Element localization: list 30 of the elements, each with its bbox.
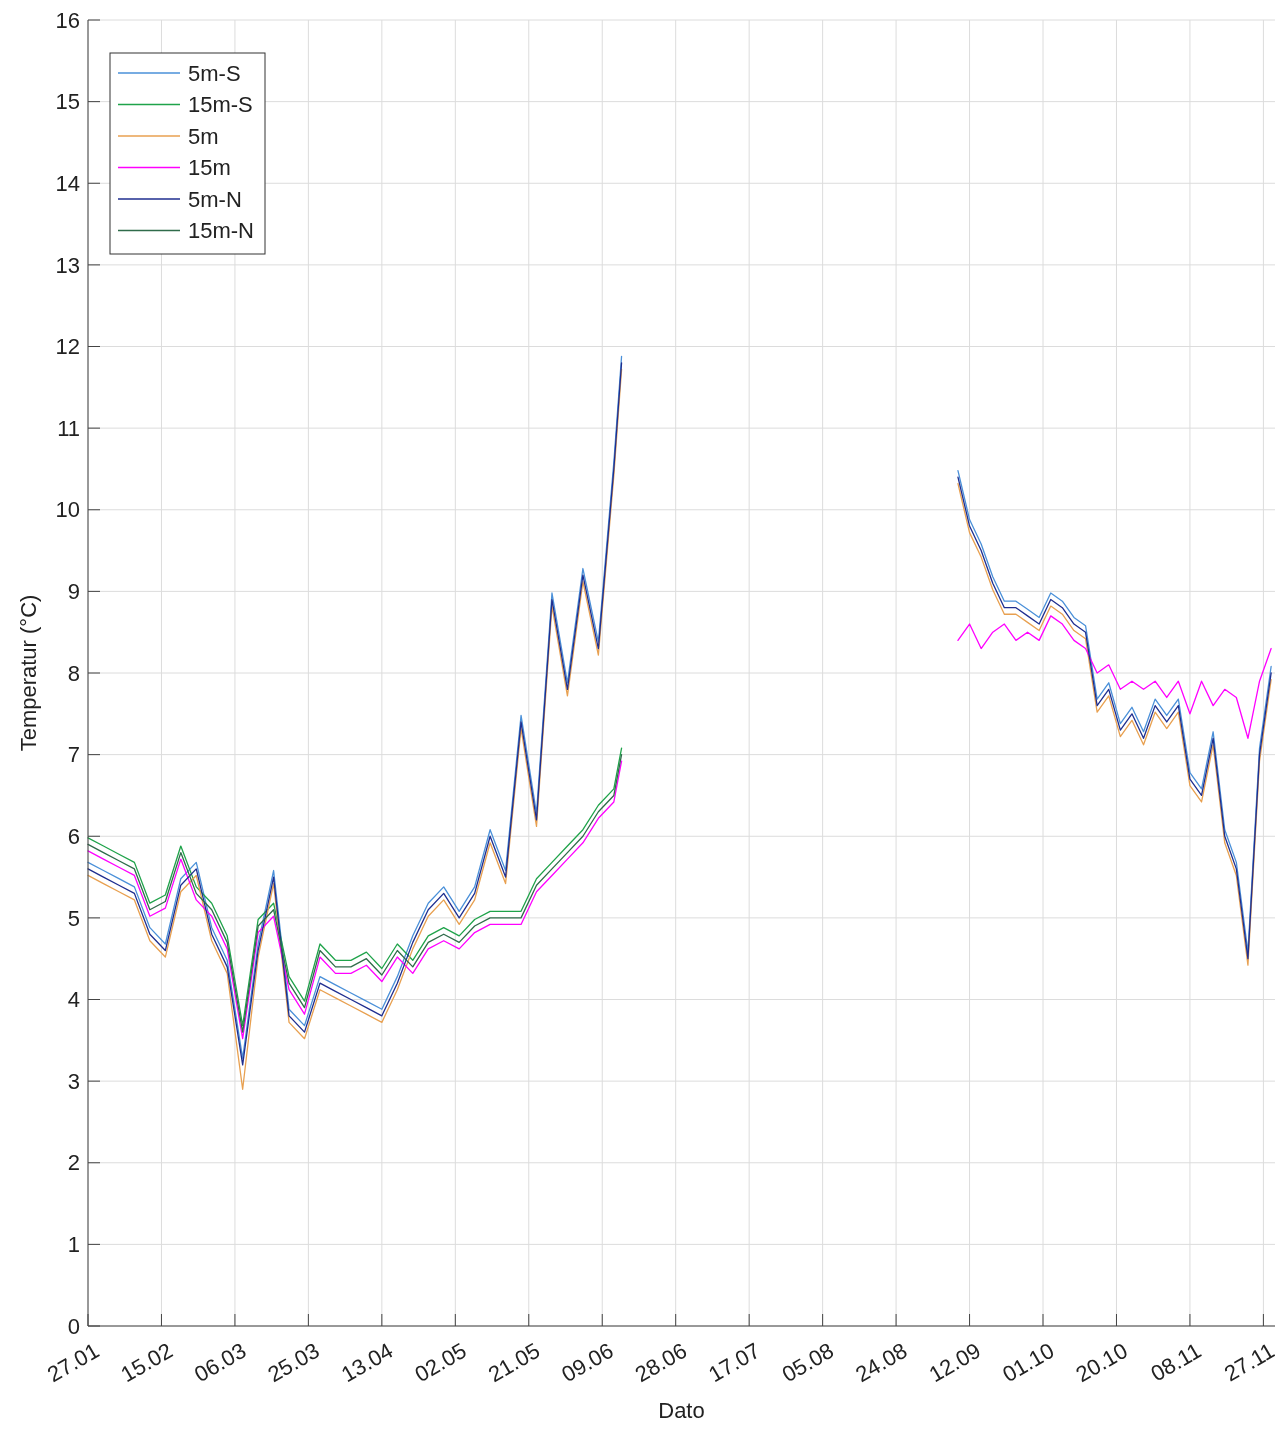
y-tick-label: 3: [67, 1068, 80, 1094]
y-tick-label: 6: [67, 823, 80, 849]
x-tick-label: 05.08: [777, 1337, 838, 1388]
x-tick-label: 08.11: [1146, 1337, 1206, 1387]
y-tick-label: 8: [67, 660, 80, 686]
y-tick-label: 9: [67, 579, 80, 605]
x-axis-title: Dato: [658, 1398, 705, 1423]
y-tick-label: 11: [57, 415, 80, 441]
y-tick-label: 4: [67, 987, 80, 1013]
y-axis-title: Temperatur (°C): [16, 594, 41, 752]
y-tick-label: 5: [67, 905, 80, 931]
legend-label: 15m: [188, 155, 231, 181]
y-tick-label: 2: [67, 1150, 80, 1176]
legend-label: 15m-N: [188, 218, 255, 244]
y-tick-label: 0: [67, 1313, 80, 1339]
legend-label: 5m-N: [188, 186, 242, 212]
y-tick-label: 13: [55, 252, 80, 278]
x-tick-label: 01.10: [998, 1337, 1059, 1388]
y-tick-label: 12: [55, 334, 80, 360]
legend-label: 15m-S: [188, 92, 253, 118]
y-tick-label: 10: [55, 497, 80, 523]
x-tick-label: 06.03: [190, 1337, 251, 1388]
y-tick-label: 16: [55, 7, 80, 33]
y-tick-label: 15: [55, 89, 80, 115]
y-tick-label: 7: [67, 742, 80, 768]
y-tick-label: 1: [67, 1232, 80, 1258]
y-tick-label: 14: [55, 170, 80, 196]
x-tick-label: 09.06: [557, 1337, 618, 1388]
legend-label: 5m-S: [188, 60, 241, 86]
legend-label: 5m: [188, 123, 219, 149]
